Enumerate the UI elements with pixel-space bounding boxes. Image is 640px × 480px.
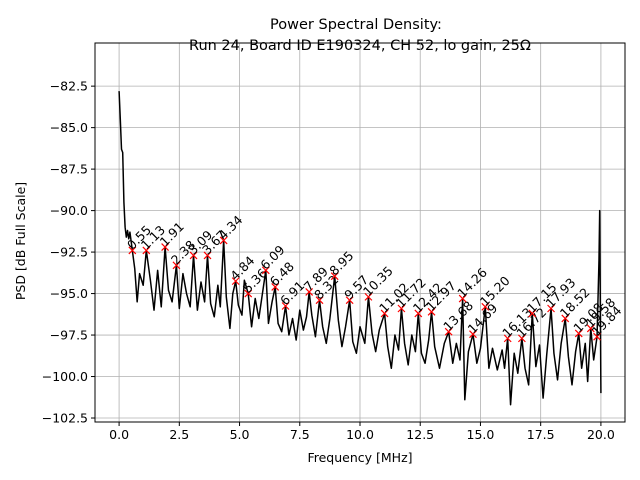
peak-marker: [261, 266, 270, 275]
peak-marker: [593, 332, 601, 341]
y-tick-label: −95.0: [50, 286, 88, 301]
peak-marker: [281, 302, 290, 310]
chart-title: Power Spectral Density:: [270, 17, 442, 33]
x-tick-label: 15.0: [467, 427, 495, 442]
x-tick-label: 0.0: [109, 427, 129, 442]
y-tick-label: −85.0: [50, 120, 88, 135]
peak-marker: [189, 251, 198, 260]
x-axis-label: Frequency [MHz]: [307, 450, 412, 465]
peak-marker: [364, 292, 373, 301]
peak-marker: [469, 330, 477, 339]
x-tick-label: 7.5: [290, 427, 310, 442]
peak-marker: [345, 296, 354, 305]
peak-marker: [586, 324, 595, 333]
peak-marker: [561, 314, 570, 323]
x-tick-label: 5.0: [230, 427, 250, 442]
peak-marker: [397, 304, 406, 313]
x-tick-label: 12.5: [406, 427, 434, 442]
peak-marker: [458, 294, 467, 303]
peak-marker: [427, 307, 436, 316]
peak-marker: [503, 334, 512, 343]
peak-marker: [547, 304, 555, 313]
y-tick-label: −102.5: [42, 411, 88, 426]
peak-marker: [481, 302, 490, 311]
peak-marker: [414, 309, 423, 318]
peak-marker: [305, 287, 314, 296]
peak-marker: [444, 327, 453, 336]
peak-marker: [528, 309, 537, 318]
plot-frame: [94, 42, 626, 423]
y-tick-label: −92.5: [50, 245, 88, 260]
peak-marker: [517, 334, 526, 343]
y-tick-label: −97.5: [50, 328, 88, 343]
peak-marker: [128, 246, 137, 255]
peak-marker: [231, 277, 240, 286]
y-tick-label: −100.0: [42, 369, 88, 384]
peak-marker: [203, 251, 212, 260]
peak-marker: [271, 283, 280, 291]
peak-marker: [574, 329, 583, 338]
peak-marker: [142, 246, 151, 255]
x-tick-label: 17.5: [527, 427, 555, 442]
x-tick-label: 10.0: [346, 427, 374, 442]
peak-marker: [172, 261, 181, 270]
x-tick-label: 20.0: [587, 427, 615, 442]
y-tick-label: −87.5: [50, 162, 88, 177]
y-axis-label: PSD [dB Full Scale]: [13, 182, 28, 300]
y-tick-label: −82.5: [50, 79, 88, 94]
peak-marker: [244, 289, 253, 298]
peak-marker: [161, 243, 170, 252]
peak-marker: [315, 296, 324, 305]
psd-line: [118, 91, 602, 406]
peak-marker: [219, 236, 228, 245]
y-tick-label: −90.0: [50, 203, 88, 218]
x-tick-label: 2.5: [169, 427, 189, 442]
peak-marker: [380, 309, 389, 318]
peak-marker: [330, 272, 339, 281]
